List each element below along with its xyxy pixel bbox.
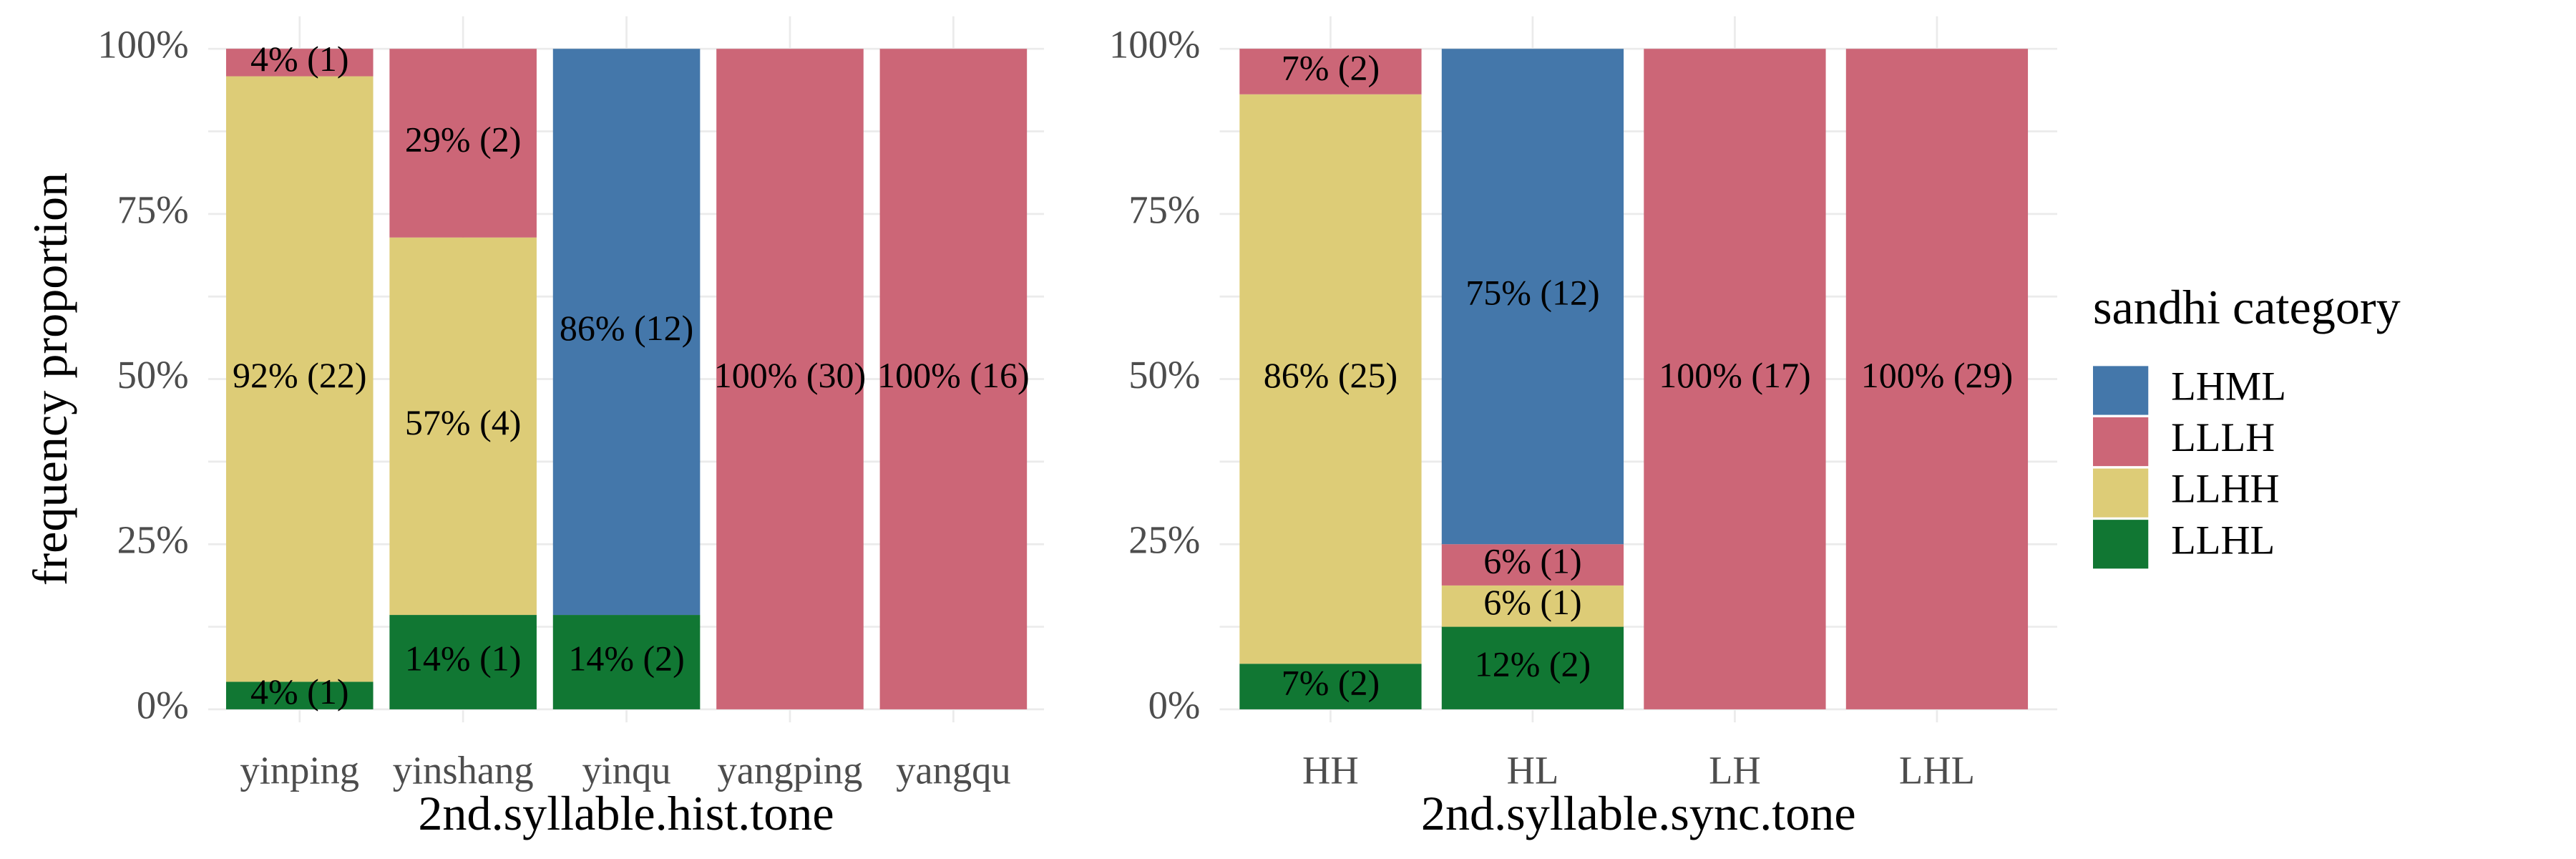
- bar-segment: [879, 49, 1028, 709]
- x-axis-title: 2nd.syllable.sync.tone: [1421, 786, 1856, 840]
- legend-label: LHML: [2171, 364, 2286, 409]
- bar-segment: [225, 681, 374, 709]
- value-label: 29% (2): [405, 119, 521, 159]
- value-label: 100% (29): [1861, 355, 2013, 395]
- y-tick-label: 75%: [117, 188, 189, 231]
- bar-segment: [552, 49, 701, 616]
- bar-segment: [389, 237, 537, 616]
- value-label: 7% (2): [1282, 663, 1380, 703]
- value-label: 7% (2): [1282, 47, 1380, 87]
- bar-segment: [552, 615, 701, 709]
- bar-segment: [1441, 585, 1624, 627]
- y-tick-label: 100%: [1109, 23, 1200, 67]
- value-label: 86% (12): [560, 308, 693, 348]
- x-tick-label: HH: [1302, 748, 1359, 792]
- bar-segment: [1644, 49, 1826, 709]
- x-tick-label: yangping: [718, 748, 863, 792]
- value-label: 92% (22): [233, 355, 366, 395]
- x-tick-label: yangqu: [896, 748, 1011, 792]
- y-axis-title: frequency proportion: [23, 173, 77, 586]
- bar-segment: [1441, 626, 1624, 709]
- bar-segment: [389, 49, 537, 238]
- legend-label: LLHL: [2171, 518, 2275, 563]
- y-tick-label: 100%: [97, 23, 188, 67]
- x-axis-title: 2nd.syllable.hist.tone: [418, 786, 834, 840]
- value-label: 100% (17): [1659, 355, 1810, 395]
- y-tick-label: 0%: [1148, 683, 1201, 727]
- x-tick-label: yinshang: [393, 748, 534, 792]
- bar-segment: [1441, 49, 1624, 545]
- value-label: 100% (16): [877, 355, 1029, 395]
- legend-key: [2093, 520, 2149, 569]
- bar-segment: [389, 615, 537, 709]
- value-label: 100% (30): [714, 355, 866, 395]
- x-tick-label: yinqu: [582, 748, 670, 792]
- legend-title: sandhi category: [2093, 280, 2401, 334]
- value-label: 14% (1): [405, 638, 521, 678]
- legend-label: LLLH: [2171, 415, 2275, 460]
- bar-segment: [1441, 544, 1624, 586]
- y-tick-label: 75%: [1128, 188, 1200, 231]
- legend-key: [2093, 417, 2149, 467]
- value-label: 14% (2): [568, 638, 684, 678]
- value-label: 4% (1): [250, 39, 348, 79]
- bar-segment: [225, 49, 374, 77]
- bar-segment: [225, 76, 374, 682]
- bar-segment: [716, 49, 864, 709]
- bar-segment: [1845, 49, 2029, 709]
- value-label: 86% (25): [1264, 355, 1397, 395]
- x-tick-label: HL: [1507, 748, 1559, 792]
- value-label: 4% (1): [250, 671, 348, 712]
- value-label: 57% (4): [405, 402, 521, 442]
- bar-segment: [1239, 49, 1422, 94]
- value-label: 75% (12): [1465, 273, 1599, 313]
- value-label: 12% (2): [1475, 644, 1591, 684]
- legend-label: LLHH: [2171, 467, 2279, 512]
- value-label: 6% (1): [1483, 541, 1581, 581]
- y-tick-label: 25%: [1128, 518, 1200, 562]
- x-tick-label: LHL: [1899, 748, 1975, 792]
- value-label: 6% (1): [1483, 582, 1581, 622]
- bar-segment: [1239, 94, 1422, 664]
- legend-key: [2093, 366, 2149, 415]
- y-tick-label: 0%: [137, 683, 189, 727]
- x-tick-label: LH: [1709, 748, 1761, 792]
- y-tick-label: 50%: [117, 353, 189, 397]
- bar-segment: [1239, 664, 1422, 709]
- y-tick-label: 25%: [117, 518, 189, 562]
- y-tick-label: 50%: [1128, 353, 1200, 397]
- legend-key: [2093, 468, 2149, 518]
- x-tick-label: yinping: [240, 748, 359, 792]
